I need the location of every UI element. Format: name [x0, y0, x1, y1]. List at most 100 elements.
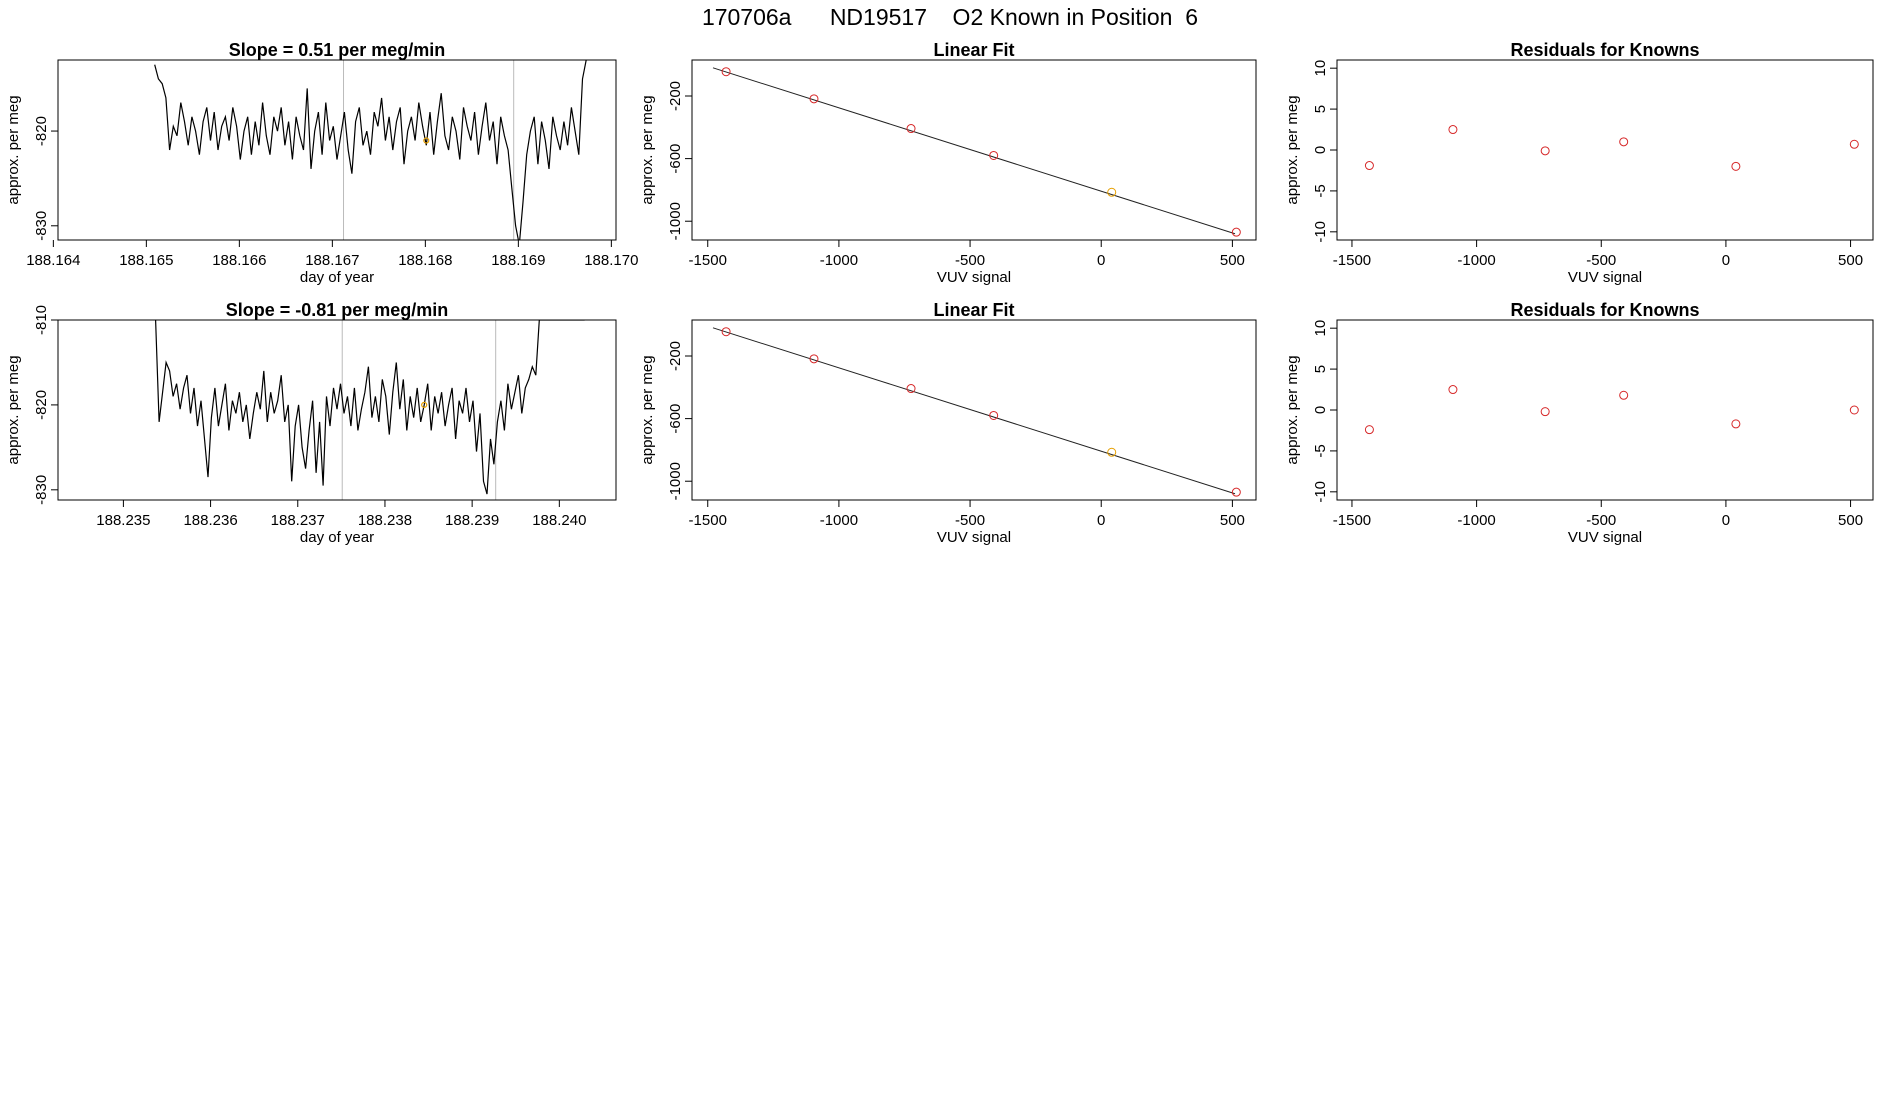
plot-frame — [691, 319, 1257, 501]
x-tick-label: -500 — [1586, 252, 1616, 269]
y-tick-label: -810 — [33, 305, 50, 335]
data-point — [1231, 487, 1241, 497]
data-point — [809, 354, 819, 364]
x-tick-label: -1500 — [689, 252, 727, 269]
y-tick-label: -1000 — [667, 462, 684, 500]
y-tick-label: -10 — [1312, 481, 1329, 503]
x-tick-label: -1500 — [689, 512, 727, 529]
data-point — [1731, 161, 1741, 171]
y-tick-label: -830 — [33, 475, 50, 505]
data-point — [1540, 146, 1550, 156]
x-tick-label: 0 — [1097, 252, 1105, 269]
x-tick-label: 188.168 — [398, 252, 452, 269]
plot-frame — [691, 59, 1257, 241]
x-axis-label: VUV signal — [937, 269, 1011, 286]
chart-title: Slope = -0.81 per meg/min — [226, 300, 449, 320]
linear-fit-panel-2: Linear Fit -1500 -1000 -500 0 500 VUV signal -2… — [640, 300, 1257, 546]
x-axis-label: VUV signal — [1568, 529, 1642, 546]
x-tick-label: 188.170 — [584, 252, 638, 269]
x-tick-label: 0 — [1722, 252, 1730, 269]
x-tick-label: 188.237 — [271, 512, 325, 529]
x-axis-label: day of year — [300, 529, 374, 546]
fit-line — [712, 327, 1236, 495]
x-tick-label: 0 — [1722, 512, 1730, 529]
data-point — [1849, 405, 1859, 415]
y-tick-label: -200 — [667, 341, 684, 371]
series-line — [155, 320, 585, 495]
linear-fit-panel-1: Linear Fit -1500 -1000 -500 0 500 VUV signal -2… — [640, 40, 1257, 286]
data-point — [809, 94, 819, 104]
x-tick-label: 188.167 — [305, 252, 359, 269]
chart-title: Linear Fit — [933, 40, 1014, 60]
x-tick-label: 188.239 — [445, 512, 499, 529]
x-tick-label: -500 — [1586, 512, 1616, 529]
y-tick-label: -5 — [1312, 444, 1329, 457]
residuals-panel-1: Residuals for Knowns -1500 -1000 -500 0 500 VU… — [1284, 40, 1874, 286]
y-axis-label: approx. per meg — [640, 355, 656, 464]
data-point — [1619, 390, 1629, 400]
fit-line — [712, 67, 1236, 235]
data-point — [1364, 161, 1374, 171]
x-tick-label: 500 — [1220, 512, 1245, 529]
data-point — [1619, 137, 1629, 147]
x-tick-label: 500 — [1838, 252, 1863, 269]
x-axis-label: VUV signal — [1568, 269, 1642, 286]
data-point — [1849, 139, 1859, 149]
plot-frame — [1336, 59, 1874, 241]
y-tick-label: -600 — [667, 144, 684, 174]
chart-title: Residuals for Knowns — [1510, 300, 1699, 320]
chart-title: Linear Fit — [933, 300, 1014, 320]
x-tick-label: -1000 — [820, 512, 858, 529]
data-point — [1540, 407, 1550, 417]
x-tick-label: -500 — [955, 512, 985, 529]
x-tick-label: -1500 — [1333, 512, 1371, 529]
highlight-point — [423, 137, 430, 144]
timeseries-panel-1: Slope = 0.51 per meg/min 188.164 188.165 18… — [5, 40, 638, 286]
x-tick-label: 188.169 — [491, 252, 545, 269]
plot-frame — [57, 59, 617, 241]
data-point — [1364, 425, 1374, 435]
y-tick-label: -200 — [667, 81, 684, 111]
highlight-point — [421, 401, 428, 409]
y-tick-label: 5 — [1312, 365, 1329, 373]
data-point — [1731, 419, 1741, 429]
data-point — [906, 384, 916, 394]
y-tick-label: 0 — [1312, 146, 1329, 154]
y-tick-label: -10 — [1312, 221, 1329, 243]
x-axis-label: day of year — [300, 269, 374, 286]
y-tick-label: 0 — [1312, 406, 1329, 414]
data-point — [721, 67, 731, 77]
data-point — [1231, 227, 1241, 237]
x-tick-label: 188.236 — [183, 512, 237, 529]
data-point — [1448, 385, 1458, 395]
x-tick-label: 0 — [1097, 512, 1105, 529]
x-tick-label: 500 — [1220, 252, 1245, 269]
x-tick-label: 188.166 — [212, 252, 266, 269]
x-tick-label: 188.240 — [532, 512, 586, 529]
x-tick-label: 188.238 — [358, 512, 412, 529]
chart-title: Slope = 0.51 per meg/min — [229, 40, 446, 60]
data-point — [906, 124, 916, 134]
data-point — [1107, 447, 1117, 457]
y-tick-label: 10 — [1312, 60, 1329, 77]
y-axis-label: approx. per meg — [1284, 95, 1301, 204]
x-tick-label: 500 — [1838, 512, 1863, 529]
y-tick-label: -820 — [33, 116, 50, 146]
y-axis-label: approx. per meg — [5, 95, 22, 204]
y-tick-label: -1000 — [667, 202, 684, 240]
y-tick-label: 5 — [1312, 105, 1329, 113]
x-tick-label: -1500 — [1333, 252, 1371, 269]
x-tick-label: -1000 — [820, 252, 858, 269]
y-tick-label: -600 — [667, 404, 684, 434]
data-point — [1448, 125, 1458, 135]
plot-frame — [57, 319, 617, 501]
x-tick-label: 188.164 — [26, 252, 80, 269]
x-tick-label: -1000 — [1457, 252, 1495, 269]
y-tick-label: 10 — [1312, 320, 1329, 337]
y-axis-label: approx. per meg — [5, 355, 22, 464]
figure-title: 170706a ND19517 O2 Known in Position 6 — [701, 4, 1199, 30]
data-point — [1107, 187, 1117, 197]
y-tick-label: -830 — [33, 211, 50, 241]
y-tick-label: -5 — [1312, 184, 1329, 197]
timeseries-panel-2: Slope = -0.81 per meg/min 188.235 188.236 1… — [5, 300, 617, 546]
